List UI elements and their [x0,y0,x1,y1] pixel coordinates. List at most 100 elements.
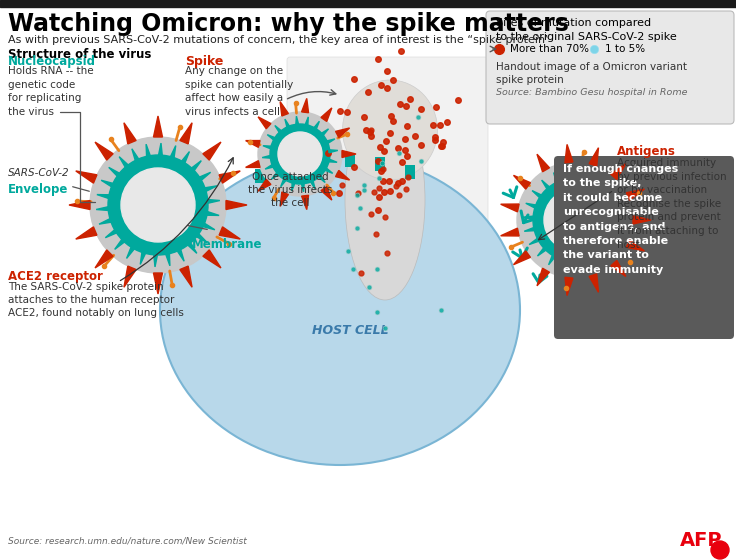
Polygon shape [590,172,595,183]
Polygon shape [553,172,560,183]
Polygon shape [310,180,315,189]
Polygon shape [119,157,129,168]
Polygon shape [69,200,90,209]
Polygon shape [611,164,626,180]
Text: If enough changes
to the spike,
it could become
unrecognisable
to antigens, and
: If enough changes to the spike, it could… [563,164,679,275]
Circle shape [108,155,208,255]
Polygon shape [206,211,219,216]
Polygon shape [328,159,337,162]
Polygon shape [604,246,614,255]
Polygon shape [302,99,308,113]
Ellipse shape [342,80,437,180]
Polygon shape [115,239,125,249]
Polygon shape [280,192,289,207]
Bar [315,154,325,168]
Circle shape [90,137,226,273]
Polygon shape [219,227,240,239]
Polygon shape [626,240,645,251]
Bar [255,169,265,183]
Polygon shape [76,227,97,239]
Polygon shape [611,237,621,243]
Ellipse shape [160,155,520,465]
Polygon shape [324,167,333,174]
Text: Source: Bambino Gesu hospital in Rome: Source: Bambino Gesu hospital in Rome [496,88,687,97]
Polygon shape [262,155,272,158]
Polygon shape [329,150,338,153]
Polygon shape [101,180,114,187]
Text: As with previous SARS-CoV-2 mutations of concern, the key area of interest is th: As with previous SARS-CoV-2 mutations of… [8,35,551,45]
Polygon shape [158,143,163,156]
Circle shape [270,124,330,184]
Text: Watching Omicron: why the spike matters: Watching Omicron: why the spike matters [8,12,569,36]
Polygon shape [548,254,556,265]
Polygon shape [305,117,308,126]
Polygon shape [301,183,304,192]
Polygon shape [141,251,146,264]
Polygon shape [326,139,335,144]
Polygon shape [342,151,356,157]
Text: Antigens: Antigens [617,145,676,158]
Polygon shape [177,249,184,261]
Text: AFP: AFP [680,531,723,550]
Polygon shape [607,189,617,197]
Polygon shape [532,190,542,198]
Polygon shape [565,144,573,163]
Text: Nucleocapsid: Nucleocapsid [8,55,96,68]
Polygon shape [321,108,332,122]
Text: Holds RNA -- the
genetic code
for replicating
the virus: Holds RNA -- the genetic code for replic… [8,66,93,117]
Text: SARS-CoV-2: SARS-CoV-2 [8,168,70,178]
Polygon shape [154,273,163,294]
Polygon shape [524,227,535,231]
Polygon shape [280,101,289,116]
Polygon shape [258,179,271,191]
Polygon shape [615,226,626,230]
Polygon shape [203,142,221,160]
Polygon shape [207,199,220,203]
Polygon shape [132,149,139,161]
Polygon shape [567,169,570,180]
Text: HOST CELL: HOST CELL [311,324,389,337]
Polygon shape [285,119,290,128]
Bar [285,159,295,173]
Polygon shape [562,259,566,270]
Circle shape [121,168,195,242]
Text: Once attached
the virus infects
the cell: Once attached the virus infects the cell [248,172,332,208]
Text: Spike: Spike [185,55,223,68]
Polygon shape [526,203,537,208]
Polygon shape [109,167,120,177]
Polygon shape [166,253,170,266]
Polygon shape [500,228,519,236]
FancyBboxPatch shape [486,11,734,124]
Polygon shape [199,172,210,181]
Text: Sites of mutation compared
to the original SARS-CoV-2 spike: Sites of mutation compared to the origin… [496,18,676,42]
Polygon shape [595,254,603,264]
Polygon shape [124,123,136,144]
FancyBboxPatch shape [287,57,488,343]
Polygon shape [314,122,319,130]
Polygon shape [589,274,598,292]
Circle shape [258,112,342,196]
Polygon shape [321,186,332,200]
Polygon shape [296,116,299,125]
Polygon shape [523,216,534,220]
Circle shape [533,178,617,262]
Polygon shape [633,216,651,224]
Polygon shape [246,141,260,147]
Polygon shape [611,260,626,277]
Circle shape [517,162,633,278]
Polygon shape [246,161,260,167]
Polygon shape [95,250,113,268]
Text: Envelope: Envelope [8,183,68,196]
Polygon shape [336,170,350,180]
Polygon shape [626,189,645,200]
Text: Handout image of a Omicron variant
spike protein: Handout image of a Omicron variant spike… [496,62,687,85]
Polygon shape [514,175,531,189]
Polygon shape [272,172,279,179]
Polygon shape [318,175,325,183]
Polygon shape [537,154,550,172]
FancyBboxPatch shape [554,156,734,339]
Polygon shape [585,259,590,270]
Polygon shape [154,254,158,267]
Polygon shape [500,204,519,212]
Polygon shape [574,261,577,272]
